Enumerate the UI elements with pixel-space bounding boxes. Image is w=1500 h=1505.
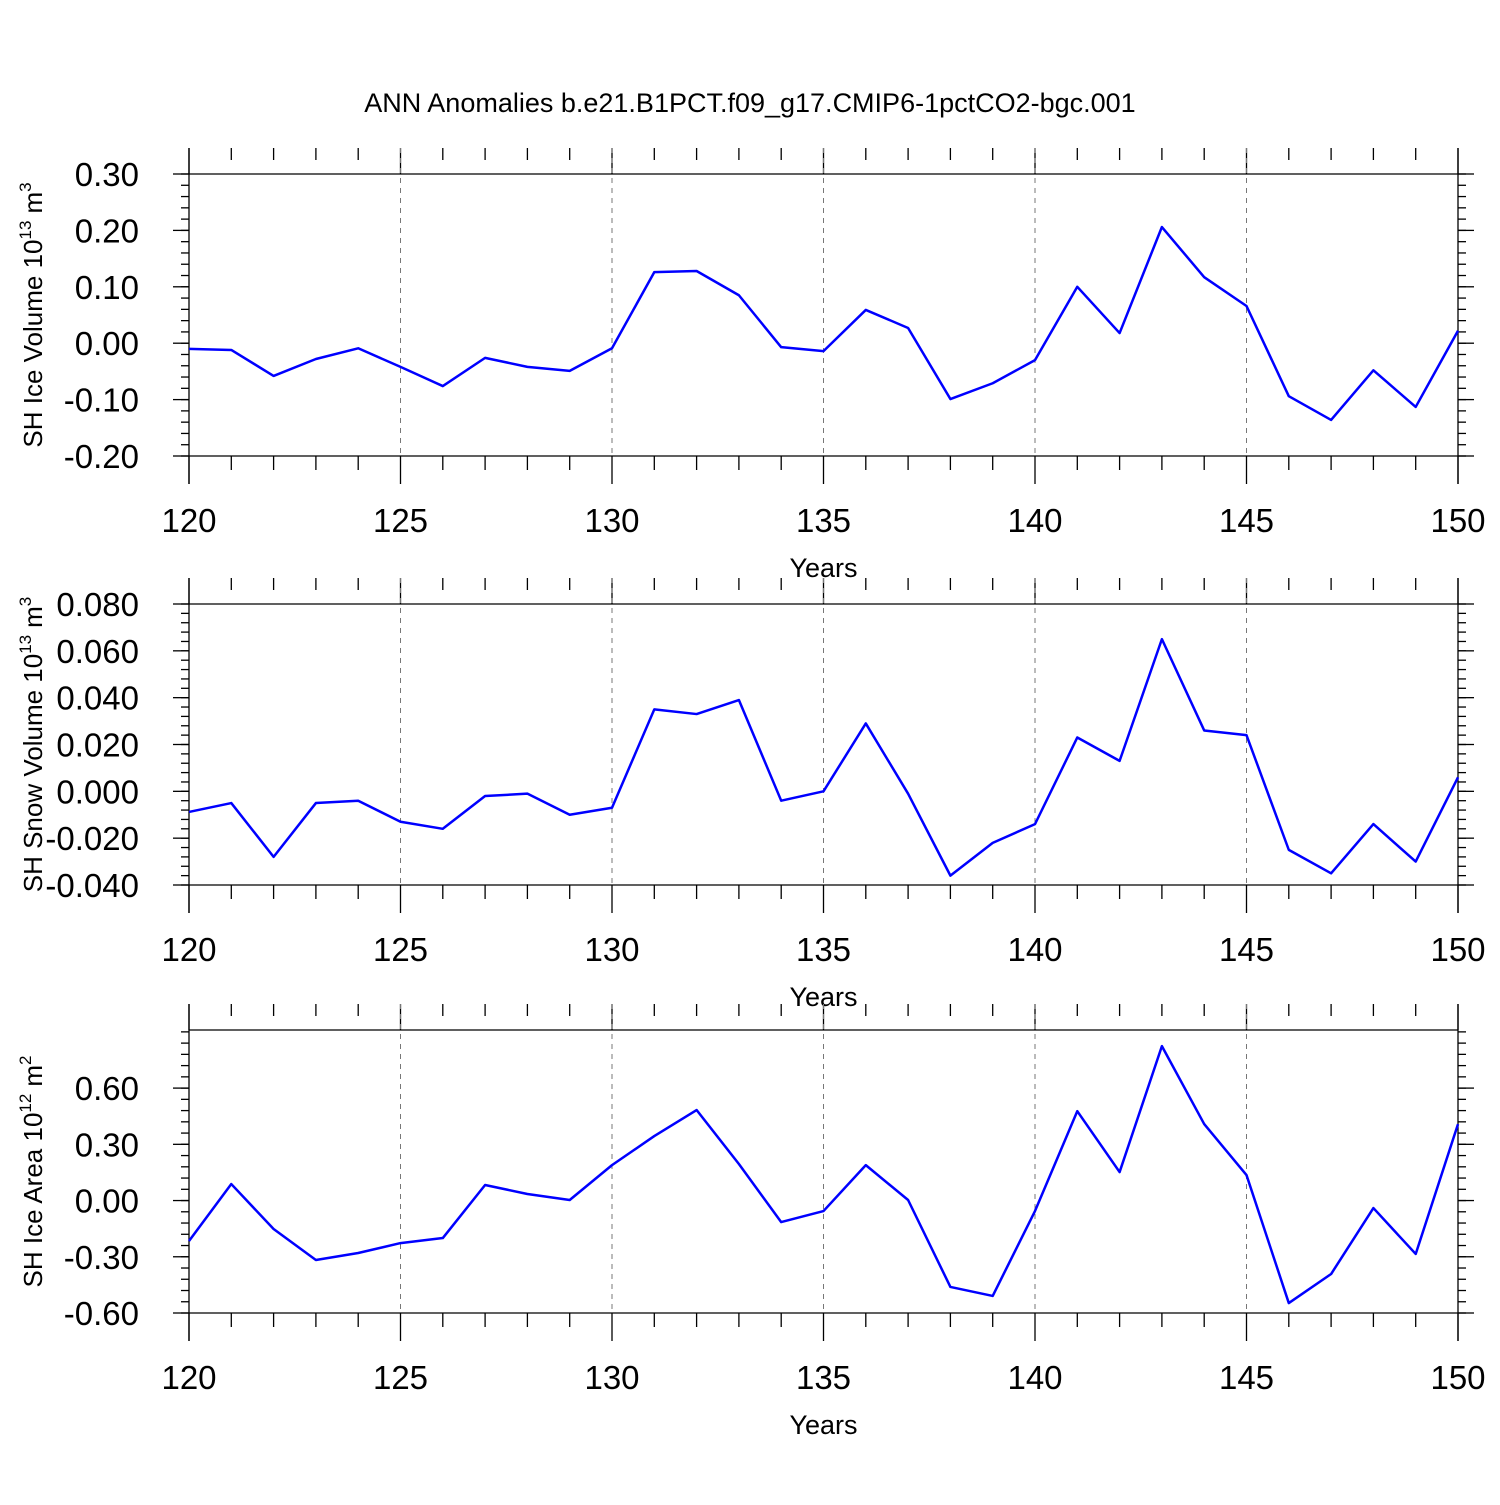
x-tick-label: 150 (1430, 1359, 1485, 1396)
y-tick-label: -0.10 (64, 382, 139, 419)
x-tick-label: 125 (373, 502, 428, 539)
y-tick-label: -0.20 (64, 438, 139, 475)
y-tick-label: 0.040 (56, 680, 139, 717)
y-tick-label: -0.30 (64, 1239, 139, 1276)
y-tick-label: 0.060 (56, 633, 139, 670)
y-axis-label-part: m (18, 606, 48, 628)
x-tick-label: 140 (1007, 931, 1062, 968)
y-tick-label: -0.040 (45, 867, 139, 904)
data-line (188, 225, 1460, 422)
x-tick-label: 140 (1007, 1359, 1062, 1396)
x-tick-label: 150 (1430, 502, 1485, 539)
y-axis-label: SH Ice Area 1012 m2 (16, 1056, 48, 1288)
data-line (188, 637, 1460, 877)
y-axis-label-part: 3 (16, 597, 35, 606)
x-tick-label: 120 (161, 931, 216, 968)
y-axis-label-part: 13 (16, 221, 35, 240)
data-line (187, 1044, 1460, 1305)
y-axis-label-part: 12 (16, 1094, 35, 1113)
x-tick-label: 125 (373, 1359, 428, 1396)
x-tick-label: 135 (796, 1359, 851, 1396)
chart-title: ANN Anomalies b.e21.B1PCT.f09_g17.CMIP6-… (364, 88, 1135, 118)
y-tick-label: 0.20 (75, 212, 139, 249)
y-tick-label: 0.020 (56, 727, 139, 764)
y-tick-label: 0.080 (56, 586, 139, 623)
y-axis-label: SH Snow Volume 1013 m3 (16, 597, 48, 893)
y-tick-label: 0.60 (75, 1070, 139, 1107)
x-tick-label: 140 (1007, 502, 1062, 539)
y-tick-label: -0.60 (64, 1295, 139, 1332)
y-tick-label: -0.020 (45, 820, 139, 857)
x-tick-label: 130 (584, 1359, 639, 1396)
y-tick-label: 0.30 (75, 156, 139, 193)
x-tick-label: 145 (1219, 1359, 1274, 1396)
y-axis-label: SH Ice Volume 1013 m3 (16, 182, 48, 447)
x-tick-label: 120 (161, 1359, 216, 1396)
x-tick-label: 135 (796, 931, 851, 968)
y-axis-label-part: m (18, 1065, 48, 1087)
x-tick-label: 130 (584, 502, 639, 539)
x-tick-label: 145 (1219, 502, 1274, 539)
y-axis-label-part: 2 (16, 1056, 35, 1065)
y-axis-label-part: SH Ice Area 10 (18, 1113, 48, 1288)
y-tick-label: 0.00 (75, 325, 139, 362)
x-tick-label: 145 (1219, 931, 1274, 968)
y-axis-label-part: 3 (16, 182, 35, 191)
y-axis-label-part: 13 (16, 635, 35, 654)
y-axis-label-part: m (18, 192, 48, 214)
y-axis-label-part: SH Ice Volume 10 (18, 239, 48, 447)
x-axis-label: Years (789, 1410, 857, 1440)
y-tick-label: 0.10 (75, 269, 139, 306)
x-tick-label: 125 (373, 931, 428, 968)
y-tick-label: 0.000 (56, 773, 139, 810)
x-tick-label: 135 (796, 502, 851, 539)
x-tick-label: 120 (161, 502, 216, 539)
y-tick-label: 0.30 (75, 1126, 139, 1163)
x-tick-label: 130 (584, 931, 639, 968)
x-tick-label: 150 (1430, 931, 1485, 968)
y-tick-label: 0.00 (75, 1183, 139, 1220)
y-axis-label-part: SH Snow Volume 10 (18, 654, 48, 892)
